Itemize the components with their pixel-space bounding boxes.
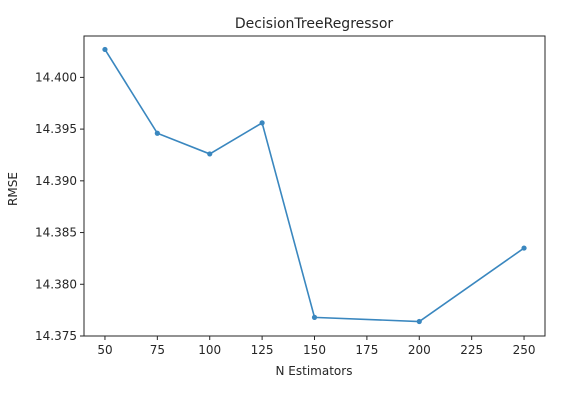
y-tick-label: 14.385: [35, 226, 77, 240]
y-axis: 14.375 14.380 14.385 14.390 14.395 14.400: [35, 70, 84, 343]
data-point: [102, 46, 108, 53]
x-tick-label: 175: [355, 343, 378, 357]
plot-area: [83, 35, 546, 337]
data-point: [207, 151, 213, 157]
x-tick-label: 125: [251, 343, 274, 357]
y-tick-label: 14.375: [35, 329, 77, 343]
data-point: [416, 318, 422, 325]
y-tick-label: 14.400: [35, 70, 77, 84]
x-tick-label: 75: [150, 343, 165, 357]
x-tick-label: 100: [198, 343, 221, 357]
chart-title: DecisionTreeRegressor: [235, 16, 394, 32]
data-point: [154, 130, 160, 136]
x-tick-label: 225: [460, 343, 483, 357]
data-point: [521, 245, 527, 251]
y-tick-label: 14.380: [35, 277, 77, 291]
x-tick-label: 150: [303, 343, 326, 357]
series-markers: [102, 46, 527, 325]
y-tick-label: 14.390: [35, 174, 77, 188]
y-axis-title: RMSE: [6, 172, 20, 206]
x-axis: 50 75 100 125 150 175 200 225 250: [97, 336, 535, 357]
data-point: [311, 314, 318, 320]
data-point: [259, 120, 265, 126]
series-line: [104, 49, 525, 323]
y-tick-label: 14.395: [35, 122, 77, 136]
x-tick-label: 200: [408, 343, 431, 357]
x-tick-label: 250: [513, 343, 536, 357]
x-axis-title: N Estimators: [276, 364, 353, 378]
x-tick-label: 50: [97, 343, 112, 357]
